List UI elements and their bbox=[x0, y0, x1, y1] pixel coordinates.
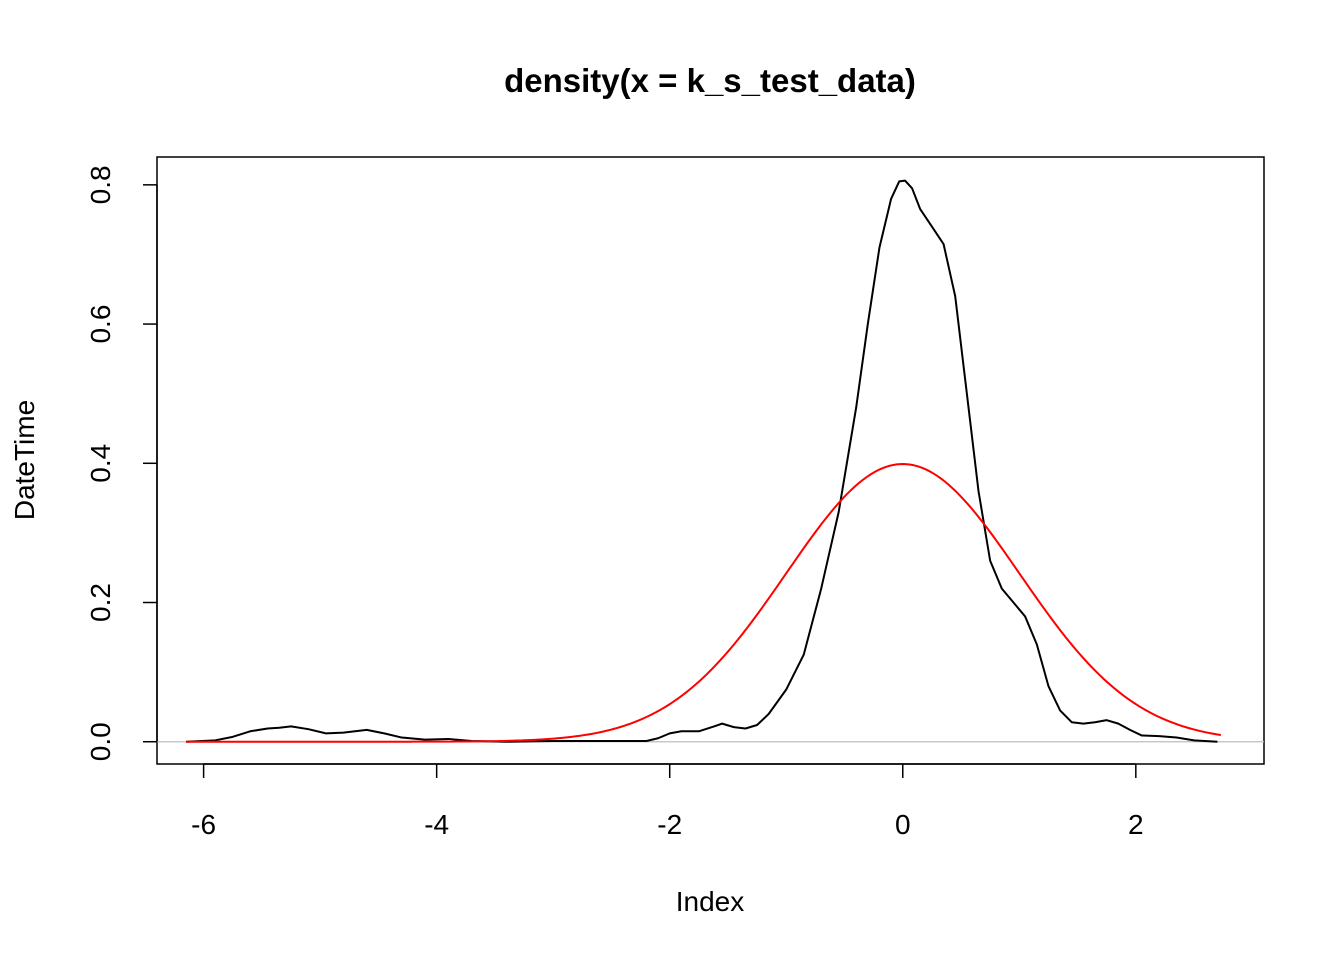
x-tick-label: 2 bbox=[1128, 809, 1144, 840]
x-tick-label: -6 bbox=[191, 809, 216, 840]
y-tick-label: 0.6 bbox=[85, 305, 116, 344]
y-axis-label: DateTime bbox=[9, 400, 40, 520]
x-tick-label: -2 bbox=[657, 809, 682, 840]
y-axis: 0.0 0.2 0.4 0.6 0.8 bbox=[85, 165, 158, 761]
density-curve bbox=[186, 179, 1218, 743]
x-tick-label: 0 bbox=[895, 809, 911, 840]
series-layer bbox=[186, 179, 1222, 743]
chart-title: density(x = k_s_test_data) bbox=[504, 62, 916, 99]
y-tick-label: 0.4 bbox=[85, 444, 116, 483]
x-axis-label: Index bbox=[676, 886, 745, 917]
x-axis: -6 -4 -2 0 2 bbox=[191, 763, 1144, 840]
y-tick-label: 0.0 bbox=[85, 722, 116, 761]
y-tick-label: 0.8 bbox=[85, 165, 116, 204]
x-tick-label: -4 bbox=[424, 809, 449, 840]
y-tick-label: 0.2 bbox=[85, 583, 116, 622]
normal-curve bbox=[186, 463, 1222, 743]
